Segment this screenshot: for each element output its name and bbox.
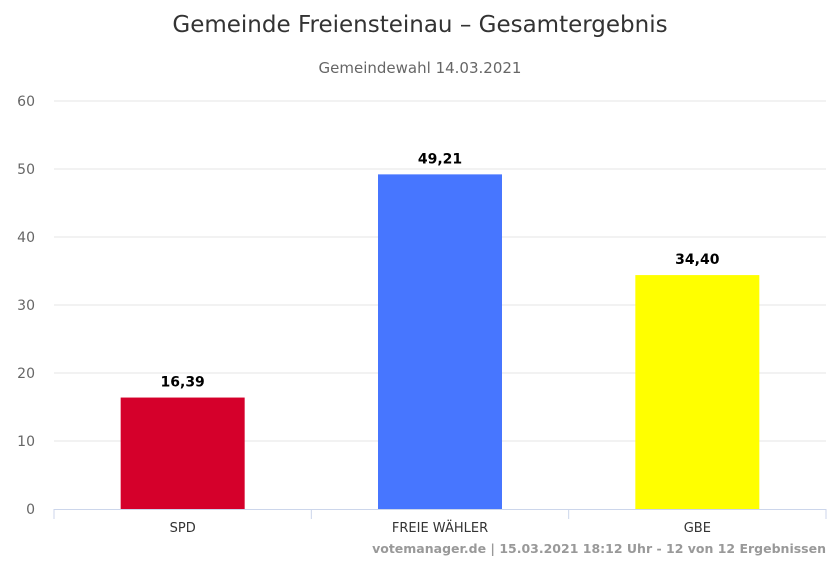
- bar: [120, 397, 245, 509]
- chart-title: Gemeinde Freiensteinau – Gesamtergebnis: [172, 12, 667, 38]
- data-label: 34,40: [675, 252, 720, 268]
- y-tick-label: 30: [17, 298, 35, 314]
- credits-text[interactable]: votemanager.de | 15.03.2021 18:12 Uhr - …: [372, 541, 826, 556]
- bar: [635, 275, 760, 509]
- y-tick-label: 0: [26, 502, 35, 518]
- x-tick-label: FREIE WÄHLER: [392, 520, 488, 536]
- y-tick-label: 50: [17, 162, 35, 178]
- bar: [378, 174, 502, 509]
- bars: [120, 174, 760, 509]
- y-tick-label: 20: [17, 366, 35, 382]
- x-axis: SPD FREIE WÄHLER GBE: [53, 509, 827, 536]
- data-label: 16,39: [161, 375, 205, 391]
- chart-subtitle: Gemeindewahl 14.03.2021: [319, 59, 522, 77]
- data-labels: 16,39 49,21 34,40: [161, 151, 720, 390]
- y-axis: 0 10 20 30 40 50 60: [17, 94, 35, 518]
- y-tick-label: 60: [17, 94, 35, 110]
- y-tick-label: 40: [17, 230, 35, 246]
- data-label: 49,21: [418, 151, 462, 167]
- x-tick-label: GBE: [684, 521, 711, 536]
- y-tick-label: 10: [17, 434, 35, 450]
- x-tick-label: SPD: [170, 521, 196, 536]
